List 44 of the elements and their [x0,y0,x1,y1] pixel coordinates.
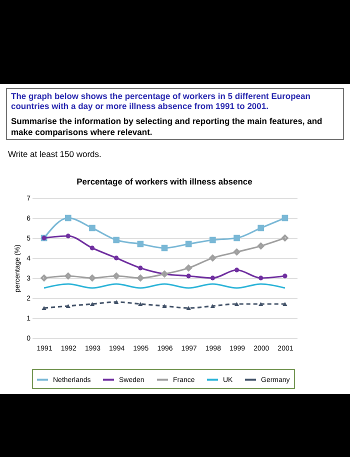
point [64,214,72,222]
point [112,272,120,280]
point [209,254,216,262]
point [90,246,95,250]
point [114,256,119,260]
point [185,240,192,248]
point [137,240,144,248]
point [186,306,191,310]
text: Write at least 150 words. [8,148,102,159]
point [258,224,264,232]
text: Summarise the information by selecting and reporting the main features, and make comparisons where relevant. [11,116,324,137]
point [282,234,288,242]
point [282,302,288,306]
point [137,274,144,282]
point [282,274,288,278]
point [234,302,240,306]
point [210,236,216,244]
point [234,268,240,272]
point [88,274,96,282]
point [162,304,167,308]
point [114,300,119,304]
point [40,274,48,282]
point [138,302,143,306]
point [233,248,240,256]
point [64,272,72,280]
point [138,266,143,270]
point [282,214,288,222]
point [161,244,168,252]
point [258,276,264,280]
text: The graph below shows the percentage of workers in 5 different European countries with a day or more illness absence from 1991 to 2001. [11,91,312,112]
point [258,242,264,250]
point [210,276,216,280]
chart-title: Percentage of workers with illness absence [76,176,253,186]
point [42,306,46,310]
point [210,304,216,308]
point [186,274,191,278]
point [258,302,264,306]
point [185,264,192,272]
point [66,234,70,238]
point [234,234,240,242]
point [90,302,95,306]
point [89,224,96,232]
point [66,304,70,308]
point [113,236,120,244]
